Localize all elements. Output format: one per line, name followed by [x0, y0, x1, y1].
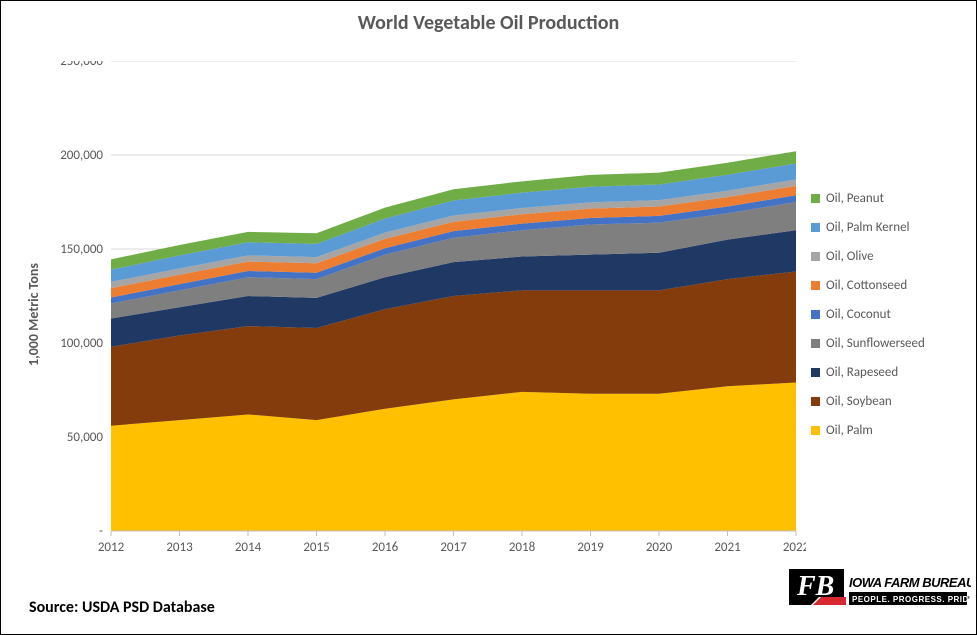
x-tick-label: 2019	[577, 540, 604, 555]
svg-text:FB: FB	[796, 571, 834, 602]
x-tick-label: 2021	[714, 540, 740, 555]
legend-label: Oil, Coconut	[826, 307, 891, 322]
chart-frame: World Vegetable Oil Production 1,000 Met…	[0, 0, 977, 635]
legend-swatch	[811, 310, 820, 319]
legend-item: Oil, Palm	[811, 423, 925, 438]
y-tick-label: 50,000	[67, 430, 104, 445]
legend-item: Oil, Peanut	[811, 191, 925, 206]
chart-legend: Oil, Peanut Oil, Palm Kernel Oil, Olive Oil…	[811, 191, 925, 452]
logo-wordmark: IOWA FARM BUREAU	[849, 575, 971, 590]
x-tick-label: 2014	[235, 540, 262, 555]
legend-item: Oil, Rapeseed	[811, 365, 925, 380]
y-axis-title: 1,000 Metric Tons	[25, 263, 42, 366]
legend-swatch	[811, 426, 820, 435]
logo-tagline: PEOPLE. PROGRESS. PRIDE.	[852, 595, 971, 604]
x-tick-label: 2015	[303, 540, 329, 555]
y-ticks: - 50,000 100,000 150,000 200,000 250,000	[60, 61, 103, 539]
x-tick-label: 2016	[372, 540, 399, 555]
legend-swatch	[811, 223, 820, 232]
x-ticks: 2012 2013 2014 2015 2016 2017 2018 2019 2020 2021…	[98, 531, 806, 555]
x-tick-label: 2013	[166, 540, 193, 555]
legend-swatch	[811, 252, 820, 261]
legend-label: Oil, Palm	[826, 423, 873, 438]
registered-mark: ®	[967, 595, 971, 605]
y-tick-label: 250,000	[60, 61, 103, 69]
legend-item: Oil, Coconut	[811, 307, 925, 322]
legend-label: Oil, Peanut	[826, 191, 884, 206]
chart-plot: -50,000100,000150,000200,000250,00020122…	[41, 61, 806, 569]
chart-title: World Vegetable Oil Production	[1, 11, 976, 35]
legend-swatch	[811, 397, 820, 406]
legend-swatch	[811, 281, 820, 290]
x-tick-label: 2017	[440, 540, 467, 555]
legend-swatch	[811, 339, 820, 348]
y-tick-label: -	[99, 524, 103, 539]
legend-label: Oil, Cottonseed	[826, 278, 907, 293]
legend-item: Oil, Sunflowerseed	[811, 336, 925, 351]
iowa-farm-bureau-logo: FB IOWA FARM BUREAU PEOPLE. PROGRESS. PRID…	[789, 557, 971, 629]
legend-swatch	[811, 194, 820, 203]
legend-item: Oil, Palm Kernel	[811, 220, 925, 235]
legend-label: Oil, Rapeseed	[826, 365, 898, 380]
legend-label: Oil, Olive	[826, 249, 874, 264]
legend-item: Oil, Olive	[811, 249, 925, 264]
legend-label: Oil, Palm Kernel	[826, 220, 910, 235]
source-label: Source: USDA PSD Database	[29, 598, 215, 617]
legend-swatch	[811, 368, 820, 377]
y-tick-label: 100,000	[60, 336, 103, 351]
y-tick-label: 200,000	[60, 148, 103, 163]
y-tick-label: 150,000	[60, 242, 103, 257]
fb-mark: FB	[789, 569, 846, 605]
legend-item: Oil, Soybean	[811, 394, 925, 409]
x-tick-label: 2022	[783, 540, 806, 555]
legend-label: Oil, Sunflowerseed	[826, 336, 925, 351]
x-tick-label: 2018	[509, 540, 536, 555]
x-tick-label: 2020	[646, 540, 673, 555]
stacked-areas	[111, 151, 796, 531]
legend-label: Oil, Soybean	[826, 394, 892, 409]
x-tick-label: 2012	[98, 540, 125, 555]
legend-item: Oil, Cottonseed	[811, 278, 925, 293]
